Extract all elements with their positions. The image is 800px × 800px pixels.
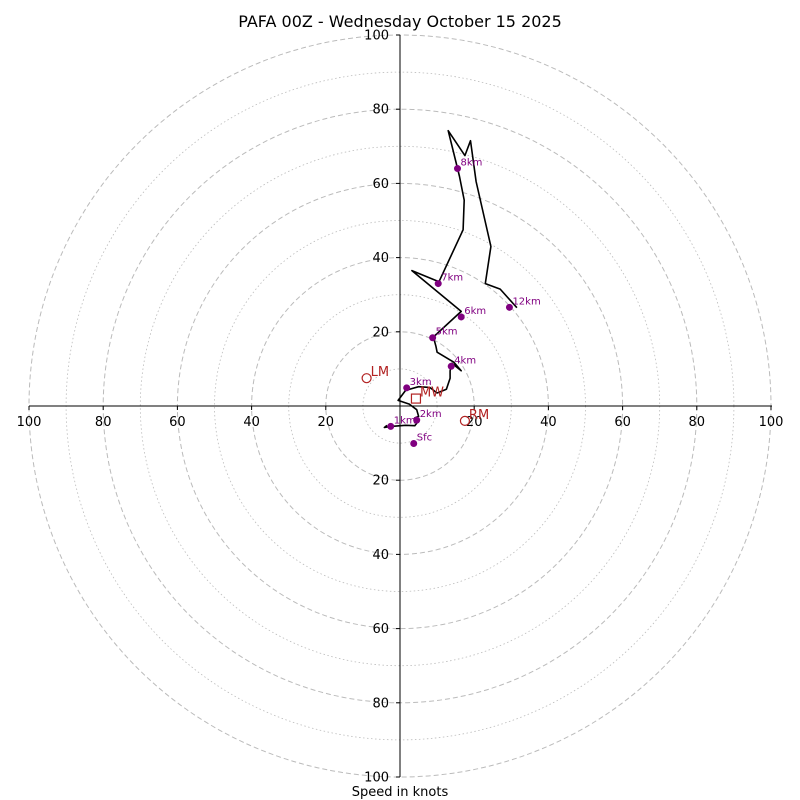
x-tick-label: 80 bbox=[689, 415, 706, 430]
axes bbox=[29, 35, 772, 777]
x-axis-label: Speed in knots bbox=[352, 785, 449, 800]
y-tick-label: 80 bbox=[372, 103, 389, 118]
x-tick-label: 20 bbox=[466, 415, 483, 430]
height-marker-1km bbox=[387, 422, 395, 430]
x-tick-label: 40 bbox=[540, 415, 557, 430]
height-marker-7km bbox=[434, 280, 442, 288]
y-tick-labels: 100 80 60 40 20 20 40 60 80 100 bbox=[364, 29, 400, 786]
y-tick-label: 100 bbox=[364, 29, 389, 44]
height-label-4km: 4km bbox=[454, 355, 476, 366]
height-label-6km: 6km bbox=[464, 306, 486, 317]
storm-motion-rm-marker bbox=[459, 415, 471, 426]
y-tick-label: 100 bbox=[364, 771, 389, 786]
chart-title: PAFA 00Z - Wednesday October 15 2025 bbox=[238, 12, 562, 31]
height-label-8km: 8km bbox=[461, 158, 483, 169]
storm-motion-mw-marker bbox=[410, 393, 422, 404]
y-tick-label: 40 bbox=[372, 251, 389, 266]
height-label-3km: 3km bbox=[410, 377, 432, 388]
height-marker-sfc bbox=[410, 439, 418, 447]
x-tick-label: 80 bbox=[95, 415, 112, 430]
height-label-5km: 5km bbox=[436, 327, 458, 338]
x-tick-label: 100 bbox=[17, 415, 42, 430]
y-tick-label: 40 bbox=[372, 548, 389, 563]
storm-motion-mw-label: MW bbox=[420, 386, 444, 401]
y-tick-label: 60 bbox=[372, 177, 389, 192]
height-label-2km: 2km bbox=[420, 409, 442, 420]
y-tick-label: 60 bbox=[372, 622, 389, 637]
height-marker-5km bbox=[429, 334, 437, 342]
x-tick-labels: 100 80 60 40 20 20 40 60 80 100 bbox=[17, 406, 784, 430]
x-tick-label: 20 bbox=[318, 415, 335, 430]
height-marker-12km bbox=[505, 303, 513, 311]
height-label-sfc: Sfc bbox=[417, 432, 432, 443]
height-marker-4km bbox=[447, 362, 455, 370]
height-marker-6km bbox=[457, 313, 465, 321]
height-marker-3km bbox=[403, 384, 411, 392]
y-tick-label: 20 bbox=[372, 325, 389, 340]
storm-motion-lm-marker bbox=[361, 373, 372, 384]
y-tick-label: 80 bbox=[372, 696, 389, 711]
x-tick-label: 40 bbox=[243, 415, 260, 430]
x-tick-label: 60 bbox=[169, 415, 186, 430]
y-tick-label: 20 bbox=[372, 474, 389, 489]
storm-motion-rm-label: RM bbox=[469, 408, 489, 423]
x-tick-label: 60 bbox=[614, 415, 631, 430]
height-marker-2km bbox=[413, 416, 421, 424]
height-label-7km: 7km bbox=[441, 273, 463, 284]
x-tick-label: 100 bbox=[759, 415, 784, 430]
storm-motion-markers: LM MW RM bbox=[361, 365, 489, 426]
height-label-1km: 1km bbox=[394, 415, 416, 426]
height-label-12km: 12km bbox=[512, 296, 540, 307]
storm-motion-lm-label: LM bbox=[371, 365, 389, 380]
height-marker-8km bbox=[454, 165, 462, 173]
